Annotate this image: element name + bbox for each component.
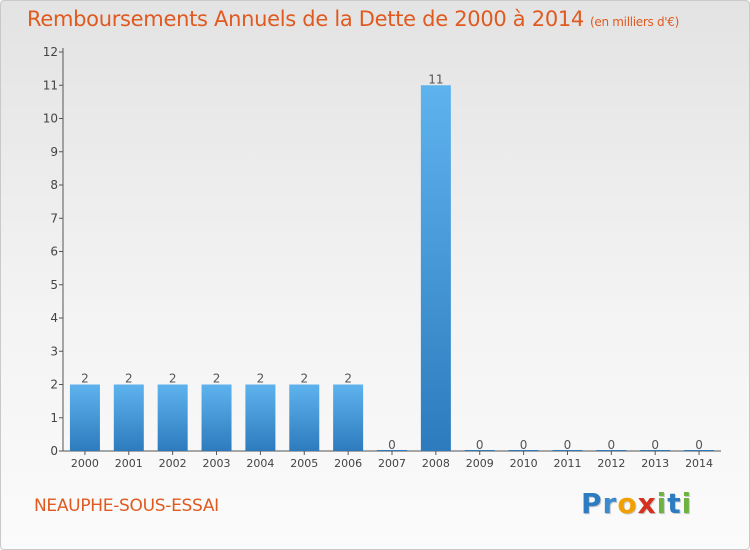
y-tick-label: 4	[50, 311, 58, 325]
y-tick-label: 0	[50, 444, 58, 458]
y-tick-label: 7	[50, 211, 58, 225]
bars	[70, 85, 714, 451]
bar	[245, 385, 275, 452]
logo-letter: t	[667, 487, 681, 520]
bar	[202, 385, 232, 452]
data-label: 2	[257, 372, 265, 386]
bar	[114, 385, 144, 452]
logo-letter: r	[603, 487, 618, 520]
bar	[421, 85, 451, 451]
y-tick-label: 5	[50, 278, 58, 292]
x-tick-label: 2011	[553, 457, 581, 470]
data-label: 0	[564, 438, 572, 452]
data-label: 2	[81, 372, 89, 386]
logo-letter: i	[657, 487, 668, 520]
data-label: 2	[344, 372, 352, 386]
chart-frame: Remboursements Annuels de la Dette de 20…	[0, 0, 750, 550]
logo-letter: x	[638, 487, 657, 520]
data-label: 0	[388, 438, 396, 452]
commune-name: NEAUPHE-SOUS-ESSAI	[34, 496, 219, 516]
x-tick-label: 2006	[334, 457, 362, 470]
data-label: 0	[520, 438, 528, 452]
x-tick-label: 2005	[290, 457, 318, 470]
bar	[289, 385, 319, 452]
data-label: 0	[695, 438, 703, 452]
logo-letter: i	[682, 487, 693, 520]
bar	[333, 385, 363, 452]
x-axis: 2000 2001 2002 2003 2004 2005 2006 2007 2008 2009…	[63, 451, 721, 470]
data-label: 2	[300, 372, 308, 386]
x-tick-label: 2007	[378, 457, 406, 470]
data-label: 2	[213, 372, 221, 386]
data-label: 0	[476, 438, 484, 452]
data-label: 2	[169, 372, 177, 386]
data-label: 0	[651, 438, 659, 452]
data-label: 11	[428, 72, 443, 86]
data-label: 2	[125, 372, 133, 386]
y-tick-label: 9	[50, 145, 58, 159]
y-tick-label: 11	[43, 78, 58, 92]
x-tick-label: 2001	[115, 457, 143, 470]
y-tick-label: 2	[50, 378, 58, 392]
y-tick-label: 6	[50, 245, 58, 259]
x-tick-label: 2010	[510, 457, 538, 470]
y-tick-label: 12	[43, 45, 58, 59]
x-tick-label: 2012	[597, 457, 625, 470]
y-tick-label: 1	[50, 411, 58, 425]
proxiti-logo: Proxiti	[581, 487, 692, 520]
x-tick-label: 2014	[685, 457, 713, 470]
x-tick-label: 2000	[71, 457, 99, 470]
y-tick-label: 8	[50, 178, 58, 192]
x-tick-label: 2003	[203, 457, 231, 470]
bar-chart: 0123456789101112 2000 2001 2002 2003 2004 200…	[1, 1, 749, 549]
bar	[70, 385, 100, 452]
y-tick-label: 10	[43, 112, 58, 126]
x-tick-label: 2013	[641, 457, 669, 470]
x-tick-label: 2008	[422, 457, 450, 470]
logo-letter: o	[617, 487, 637, 520]
x-tick-label: 2009	[466, 457, 494, 470]
logo-letter: P	[581, 487, 603, 520]
y-tick-label: 3	[50, 344, 58, 358]
data-label: 0	[608, 438, 616, 452]
x-tick-label: 2002	[159, 457, 187, 470]
bar	[158, 385, 188, 452]
x-tick-label: 2004	[246, 457, 274, 470]
